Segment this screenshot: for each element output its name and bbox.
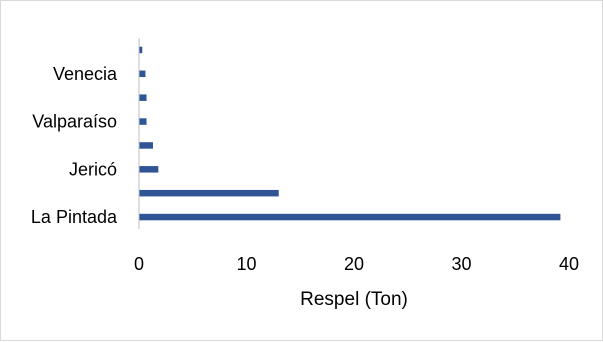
- x-tick-label: 10: [236, 254, 256, 274]
- bar-1: [139, 70, 146, 78]
- x-tick-label: 30: [451, 254, 471, 274]
- x-tick-label: 40: [559, 254, 579, 274]
- category-labels: Venecia Valparaíso Jericó La Pintada: [31, 64, 118, 227]
- bar-4: [139, 142, 153, 149]
- bar-6: [139, 189, 279, 197]
- category-label: Jericó: [69, 159, 117, 179]
- bar-2: [139, 94, 147, 101]
- x-tick-label: 20: [344, 254, 364, 274]
- x-tick-labels: 0 10 20 30 40: [134, 254, 579, 274]
- category-label: Venecia: [53, 64, 118, 84]
- bar-5: [139, 166, 159, 173]
- x-tick-label: 0: [134, 254, 144, 274]
- category-label: Valparaíso: [32, 112, 117, 132]
- bar-3: [139, 118, 147, 125]
- x-axis-title: Respel (Ton): [300, 289, 408, 310]
- category-label: La Pintada: [31, 207, 118, 227]
- bars-group: [139, 46, 561, 221]
- bar-0: [139, 46, 143, 54]
- bar-7: [139, 213, 561, 221]
